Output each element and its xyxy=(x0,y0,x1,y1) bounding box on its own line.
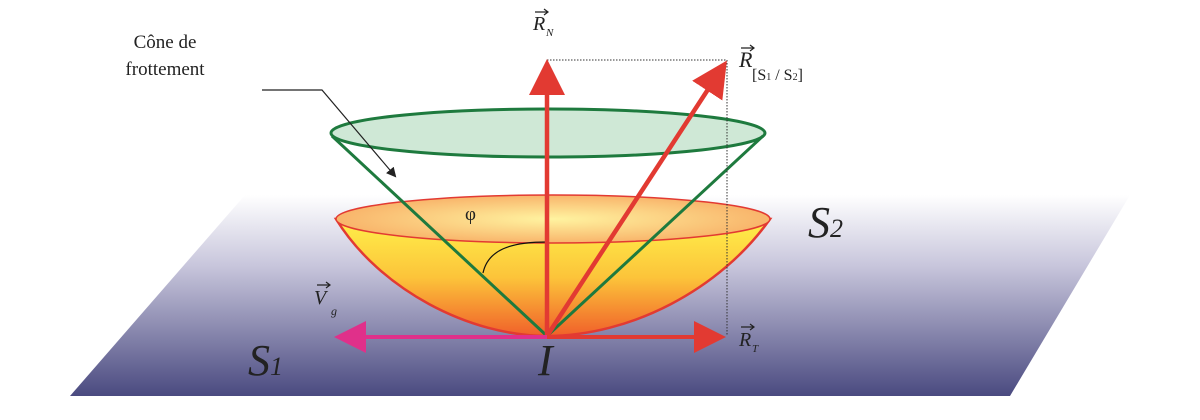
resultant-force-label: R [S1 / S2] xyxy=(738,44,803,84)
tangential-force-label: R T xyxy=(738,323,759,355)
solid-s1-label: S1 xyxy=(248,336,283,385)
projection-lines xyxy=(547,59,728,336)
angle-label: φ xyxy=(465,204,476,225)
svg-text:R: R xyxy=(738,329,751,351)
contact-point-label: I xyxy=(537,336,555,385)
svg-text:[S1 / S2]: [S1 / S2] xyxy=(752,67,803,84)
angle-arc xyxy=(482,241,548,274)
svg-text:T: T xyxy=(752,343,759,355)
svg-text:g: g xyxy=(331,304,337,318)
cone-leader-line xyxy=(262,89,397,178)
cone-edge-left xyxy=(330,134,549,338)
cone-label-line2: frottement xyxy=(125,59,205,80)
normal-force-label: R N xyxy=(532,8,554,39)
solid-s2-label: S2 xyxy=(808,198,843,247)
svg-text:V: V xyxy=(314,287,329,309)
resultant-force-arrow xyxy=(545,60,727,338)
cone-label-line1: Cône de xyxy=(134,32,197,53)
svg-text:N: N xyxy=(545,27,554,39)
svg-text:R: R xyxy=(532,13,545,35)
svg-text:R: R xyxy=(738,47,753,72)
velocity-label: V g xyxy=(314,281,337,318)
